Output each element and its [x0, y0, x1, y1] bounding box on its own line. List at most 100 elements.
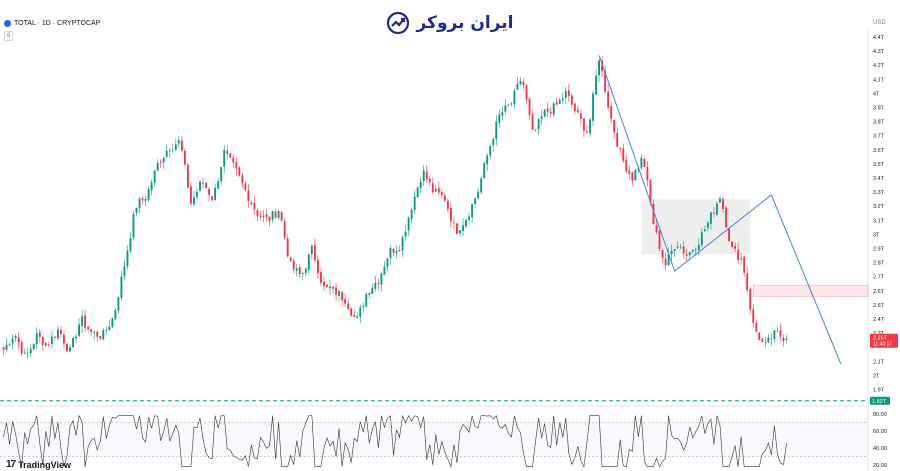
candle	[56, 329, 59, 339]
candle	[555, 102, 558, 105]
candle	[159, 162, 162, 164]
candle	[286, 238, 289, 257]
price-tick-label: 2T	[873, 373, 880, 379]
price-tick-label: 3.4T	[873, 176, 885, 182]
candle	[395, 251, 398, 254]
candle	[459, 230, 461, 234]
candle	[53, 336, 56, 338]
candle	[516, 83, 519, 90]
candle	[471, 204, 474, 218]
trend-line-channel	[598, 55, 772, 272]
currency-label: USD	[873, 20, 886, 26]
candle	[190, 186, 192, 204]
candle	[631, 172, 634, 181]
candle	[44, 343, 47, 346]
price-tick-label: 2.7T	[873, 275, 885, 281]
candle	[180, 140, 183, 151]
candle	[123, 265, 126, 277]
candle	[468, 216, 471, 220]
candle	[419, 181, 422, 189]
candle	[350, 308, 353, 316]
candle	[250, 202, 253, 204]
candle	[637, 168, 640, 171]
candle	[50, 336, 53, 344]
candle	[26, 352, 29, 354]
candle	[147, 188, 150, 201]
candle	[489, 145, 492, 156]
candle	[598, 60, 600, 76]
price-tick-label: 4.1T	[873, 77, 885, 83]
tradingview-logo[interactable]: 17 TradingView	[6, 459, 71, 470]
candle	[295, 268, 298, 271]
candle	[313, 245, 316, 261]
candle	[755, 322, 758, 332]
symbol-header[interactable]: TOTAL · 1D · CRYPTOCAP	[4, 20, 100, 27]
candle	[456, 223, 458, 235]
candle	[758, 332, 761, 340]
indicator-toggle[interactable]: 6	[4, 31, 14, 41]
candle	[129, 237, 132, 252]
candle	[673, 248, 676, 251]
consolidation-box	[641, 199, 751, 255]
trend-line-breakdown	[770, 194, 842, 365]
candle	[298, 267, 301, 275]
candle	[75, 336, 78, 339]
candle	[431, 183, 434, 193]
candle	[316, 259, 319, 274]
candle	[561, 98, 564, 101]
candle	[528, 98, 531, 116]
price-tick-label: 4.3T	[873, 49, 885, 55]
last-price-badge	[870, 333, 898, 348]
candle	[737, 249, 740, 261]
candle	[688, 252, 691, 256]
candle	[335, 287, 337, 295]
candle	[592, 93, 594, 121]
tradingview-icon: 17	[6, 459, 16, 470]
candle	[507, 105, 510, 106]
price-tick-label: 3.8T	[873, 120, 885, 126]
candle	[492, 139, 495, 146]
candle	[2, 347, 5, 351]
candle	[11, 338, 14, 344]
candle	[319, 272, 322, 283]
candle	[217, 181, 220, 189]
candle	[643, 159, 646, 167]
candle	[126, 250, 129, 267]
candle	[214, 187, 217, 201]
candle	[477, 191, 480, 199]
candle	[235, 162, 238, 169]
price-tick-label: 3.5T	[873, 162, 885, 168]
broker-logo: ایران بروکر	[372, 0, 528, 46]
candle	[265, 214, 268, 217]
rsi-tick-label: 60.00	[873, 429, 887, 435]
candle	[625, 159, 628, 172]
candle	[29, 348, 32, 354]
candle	[186, 164, 189, 188]
candle	[344, 299, 347, 304]
candle	[220, 167, 223, 182]
price-tick-label: 3T	[873, 232, 880, 238]
price-tick-label: 4T	[873, 91, 880, 97]
candle	[326, 284, 328, 287]
level-badge-value: 1.82T	[872, 399, 887, 405]
candle	[706, 222, 709, 229]
rsi-tick-label: 20.00	[873, 463, 887, 469]
candle	[20, 342, 23, 354]
candle	[773, 330, 776, 340]
candle	[558, 99, 561, 104]
candle	[752, 309, 755, 323]
candle	[84, 315, 87, 328]
candle	[495, 121, 498, 140]
candle	[422, 170, 425, 182]
candle	[543, 109, 546, 117]
candle	[347, 303, 350, 310]
candle	[761, 338, 764, 342]
candle	[537, 119, 540, 130]
candle	[510, 103, 513, 105]
candle	[38, 332, 41, 337]
candle	[14, 336, 17, 339]
price-tick-label: 3.2T	[873, 204, 885, 210]
candle	[78, 324, 81, 336]
